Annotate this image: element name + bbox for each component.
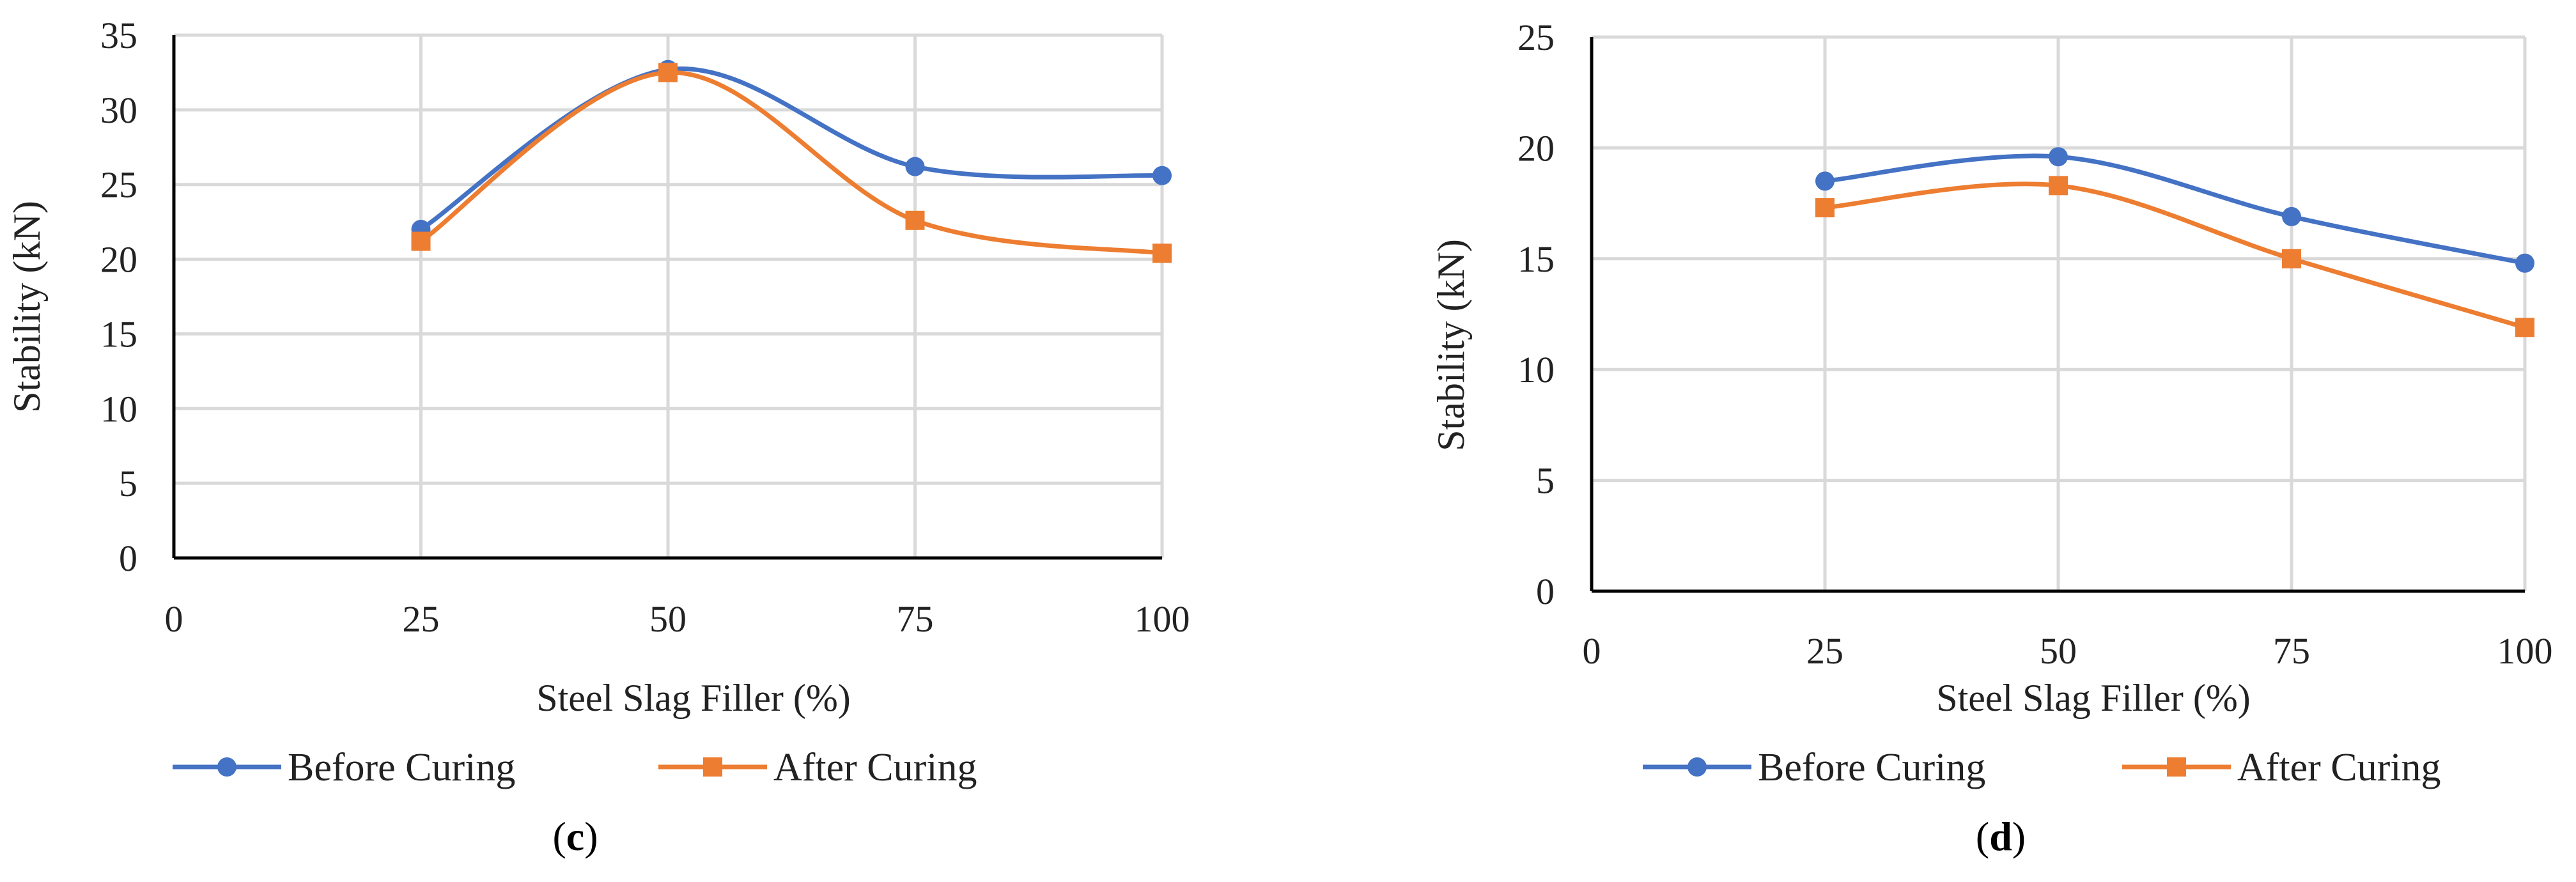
chart-c-series-line-after-curing bbox=[419, 70, 1165, 256]
chart-c-legend-after: After Curing bbox=[658, 746, 977, 789]
chart-d-x-tick-labels: 0 25 50 75 100 bbox=[1583, 630, 2553, 672]
chart-c-point-after-curing bbox=[905, 210, 925, 230]
chart-d-legend-before: Before Curing bbox=[1643, 746, 1985, 789]
chart-c-x-tick-label: 50 bbox=[649, 598, 687, 640]
chart-d-series-line-before-curing bbox=[1822, 153, 2527, 266]
chart-c-x-tick-label: 0 bbox=[165, 598, 183, 640]
chart-d-point-before-curing bbox=[2515, 253, 2534, 273]
chart-c-grid bbox=[174, 33, 1164, 558]
chart-c-y-tick-label: 20 bbox=[100, 239, 137, 281]
chart-c-axes bbox=[172, 35, 1162, 560]
chart-c-y-tick-label: 25 bbox=[100, 164, 137, 206]
chart-d-point-before-curing bbox=[1815, 171, 1835, 191]
chart-d-point-after-curing bbox=[1815, 198, 1835, 218]
legend-square-marker bbox=[703, 757, 722, 777]
chart-d-y-tick-labels: 0 5 10 15 20 25 bbox=[1517, 17, 1555, 612]
chart-d-axes bbox=[1590, 37, 2525, 593]
chart-c-series-line-before-curing bbox=[419, 66, 1165, 232]
chart-d-grid bbox=[1592, 35, 2527, 591]
chart-d-series-line-after-curing bbox=[1822, 182, 2527, 330]
chart-c-x-axis-title: Steel Slag Filler (%) bbox=[536, 677, 851, 719]
chart-d-x-axis-title: Steel Slag Filler (%) bbox=[1936, 677, 2251, 719]
chart-c-point-before-curing bbox=[1152, 166, 1172, 185]
chart-d-y-tick-label: 20 bbox=[1517, 127, 1555, 169]
chart-c-legend-before: Before Curing bbox=[173, 746, 515, 789]
chart-d-x-tick-label: 50 bbox=[2040, 630, 2077, 672]
chart-d-x-tick-label: 0 bbox=[1583, 630, 1601, 672]
chart-d-legend-after-label: After Curing bbox=[2237, 746, 2441, 789]
chart-d-point-before-curing bbox=[2282, 206, 2301, 226]
chart-c-y-tick-label: 30 bbox=[100, 89, 137, 131]
chart-c-caption: (c) bbox=[552, 814, 598, 859]
chart-d-y-axis-title: Stability (kN) bbox=[1430, 239, 1472, 451]
chart-c-x-tick-labels: 0 25 50 75 100 bbox=[165, 598, 1190, 640]
chart-c-point-after-curing bbox=[1152, 244, 1172, 263]
chart-c-x-tick-label: 75 bbox=[897, 598, 934, 640]
chart-c-y-tick-labels: 0 5 10 15 20 25 30 35 bbox=[100, 15, 137, 579]
chart-c-legend-after-label: After Curing bbox=[773, 746, 977, 789]
legend-circle-marker bbox=[217, 757, 237, 777]
chart-d-x-tick-label: 75 bbox=[2273, 630, 2310, 672]
chart-c-point-after-curing bbox=[411, 231, 431, 251]
chart-d-legend: Before Curing After Curing bbox=[1643, 746, 2441, 789]
chart-c-x-tick-label: 25 bbox=[403, 598, 440, 640]
chart-c: 0 5 10 15 20 25 30 35 0 25 50 75 100 Stability (kN)… bbox=[6, 15, 1190, 859]
chart-d-series-lines bbox=[1822, 153, 2527, 330]
chart-c-legend-before-label: Before Curing bbox=[288, 746, 515, 789]
chart-d-point-after-curing bbox=[2282, 249, 2301, 268]
chart-c-series-lines bbox=[419, 66, 1165, 256]
chart-d-markers bbox=[1815, 147, 2534, 337]
chart-c-x-tick-label: 100 bbox=[1135, 598, 1190, 640]
chart-c-y-tick-label: 35 bbox=[100, 15, 137, 56]
chart-d-legend-after: After Curing bbox=[2122, 746, 2441, 789]
chart-d-caption: (d) bbox=[1976, 814, 2026, 859]
chart-d-point-before-curing bbox=[2049, 147, 2068, 167]
chart-d-x-tick-label: 100 bbox=[2497, 630, 2553, 672]
legend-square-marker bbox=[2167, 757, 2186, 777]
chart-c-y-tick-label: 10 bbox=[100, 388, 137, 429]
chart-c-legend: Before Curing After Curing bbox=[173, 746, 977, 789]
chart-d-point-after-curing bbox=[2049, 176, 2068, 196]
chart-c-y-tick-label: 5 bbox=[119, 463, 137, 504]
chart-d-legend-before-label: Before Curing bbox=[1758, 746, 1985, 789]
chart-c-y-tick-label: 0 bbox=[119, 538, 137, 579]
chart-c-y-tick-label: 15 bbox=[100, 313, 137, 355]
chart-d-y-tick-label: 25 bbox=[1517, 17, 1555, 58]
chart-c-point-before-curing bbox=[905, 157, 925, 176]
chart-d-y-tick-label: 15 bbox=[1517, 238, 1555, 280]
chart-d: 0 5 10 15 20 25 0 25 50 75 100 Stability (kN) Ste… bbox=[1430, 17, 2553, 859]
chart-c-point-after-curing bbox=[658, 63, 678, 82]
chart-d-y-tick-label: 0 bbox=[1536, 571, 1555, 612]
chart-c-markers bbox=[411, 59, 1172, 263]
chart-d-y-tick-label: 10 bbox=[1517, 349, 1555, 391]
chart-d-x-tick-label: 25 bbox=[1806, 630, 1843, 672]
legend-circle-marker bbox=[1688, 757, 1707, 777]
chart-d-y-tick-label: 5 bbox=[1536, 460, 1555, 502]
chart-c-y-axis-title: Stability (kN) bbox=[6, 201, 48, 413]
chart-d-point-after-curing bbox=[2515, 318, 2534, 337]
